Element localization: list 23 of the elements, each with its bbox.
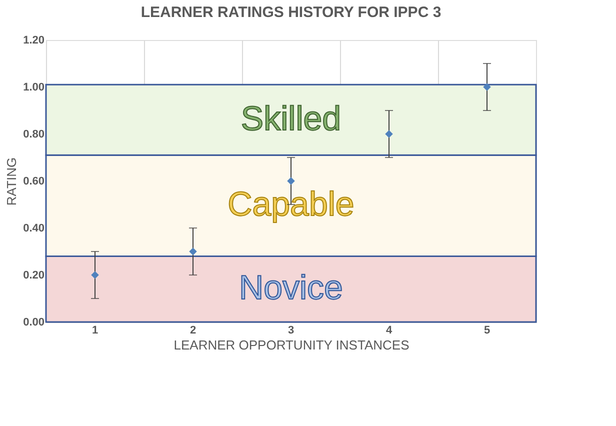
y-tick-label: 1.20 — [23, 34, 44, 46]
y-axis-title: RATING — [4, 157, 20, 206]
x-tick-label: 1 — [92, 324, 98, 336]
x-axis-title: LEARNER OPPORTUNITY INSTANCES — [174, 338, 410, 352]
y-tick-label: 0.60 — [23, 176, 44, 188]
band-label: Skilled — [240, 100, 342, 138]
y-tick-label: 0.00 — [23, 316, 44, 328]
point — [483, 83, 491, 91]
y-tick-label: 0.20 — [23, 270, 44, 282]
x-tick-label: 5 — [484, 324, 490, 336]
band-label: Novice — [239, 269, 343, 308]
x-tick-label: 2 — [190, 324, 196, 336]
y-tick-label: 0.80 — [23, 128, 44, 140]
x-tick-label: 4 — [386, 324, 393, 336]
point — [385, 130, 393, 138]
x-tick-label: 3 — [288, 324, 294, 336]
y-tick-label: 0.40 — [23, 222, 44, 234]
band-label: Capable — [228, 186, 354, 224]
chart-title: LEARNER RATINGS HISTORY FOR IPPC 3 — [140, 4, 442, 21]
point — [189, 248, 197, 256]
point — [91, 271, 99, 279]
point — [287, 177, 295, 185]
y-tick-label: 1.00 — [23, 82, 44, 94]
